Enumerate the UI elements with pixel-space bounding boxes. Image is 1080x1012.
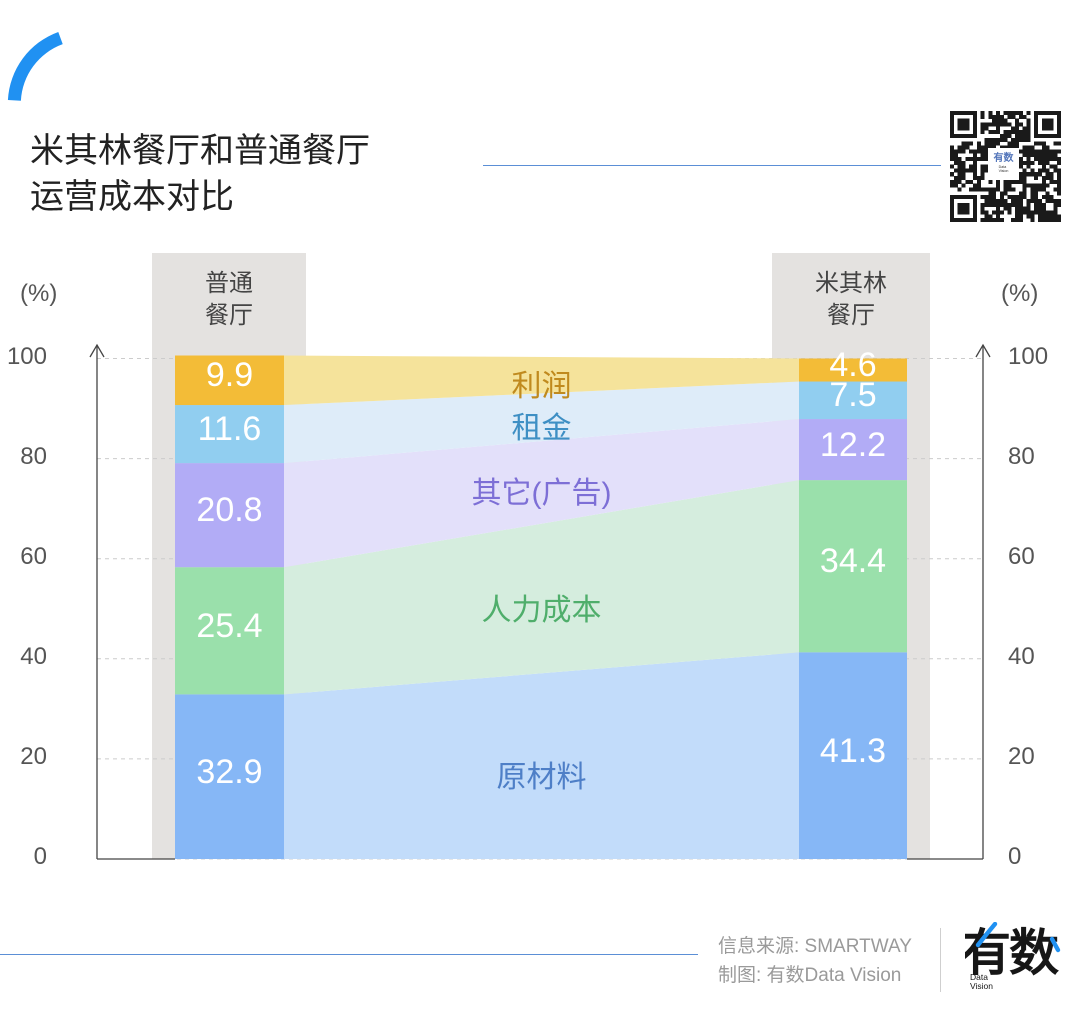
svg-text:Vision: Vision bbox=[970, 981, 993, 991]
